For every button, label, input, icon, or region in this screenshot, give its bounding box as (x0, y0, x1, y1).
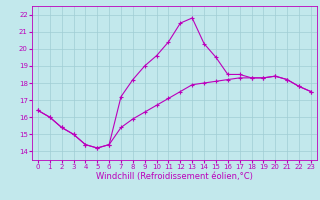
X-axis label: Windchill (Refroidissement éolien,°C): Windchill (Refroidissement éolien,°C) (96, 172, 253, 181)
